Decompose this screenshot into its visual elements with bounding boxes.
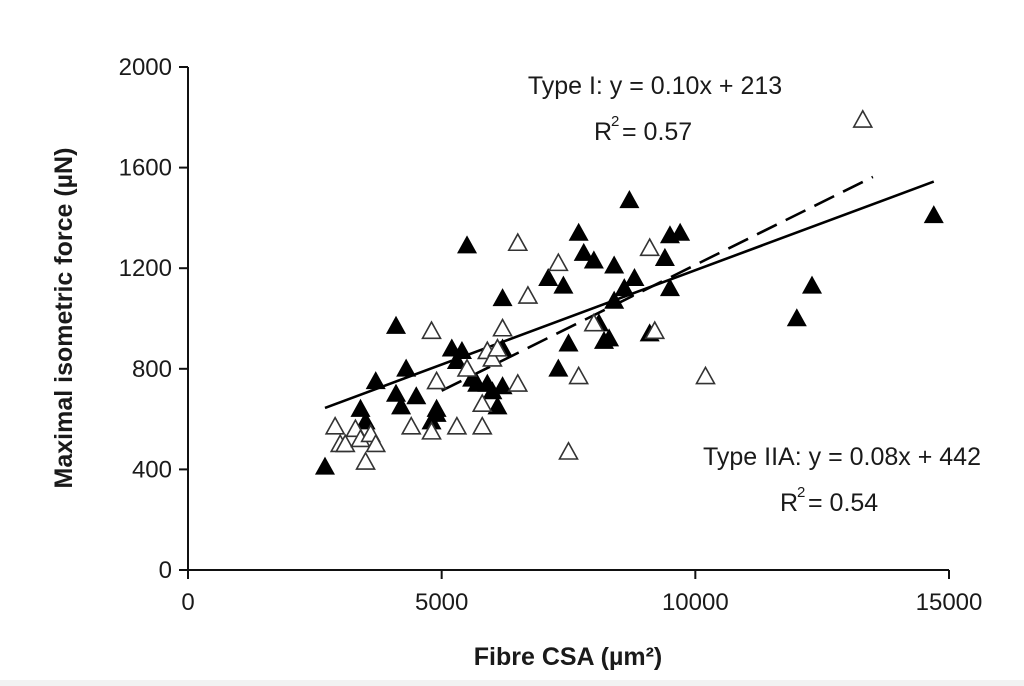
type-i-point [599, 328, 620, 347]
type-i-point [385, 315, 407, 334]
x-tick-label: 5000 [415, 589, 468, 616]
type-i-point [802, 275, 823, 294]
type-i-point [604, 290, 625, 309]
x-ticks: 0 5000 10000 15000 [181, 570, 982, 616]
type-i-r2-exponent: 2 [611, 113, 619, 130]
type-iia-point [507, 373, 529, 392]
type-i-point [604, 255, 625, 274]
type-iia-point [471, 393, 493, 413]
type-i-point [558, 333, 579, 352]
type-iia-point [421, 421, 442, 440]
type-i-point [426, 403, 447, 422]
type-iia-equation: Type IIA: y = 0.08x + 442 [703, 443, 981, 471]
type-iia-point [334, 433, 356, 453]
y-tick-label: 800 [132, 356, 172, 383]
type-i-point [487, 396, 508, 415]
type-iia-point [517, 285, 539, 304]
type-iia-point [558, 441, 579, 460]
type-iia-point [400, 415, 422, 435]
type-iia-point [471, 415, 493, 435]
y-tick-label: 400 [132, 456, 172, 483]
type-i-point [624, 268, 645, 287]
y-ticks: 0 400 800 1200 1600 2000 [119, 54, 188, 584]
type-i-equation: Type I: y = 0.10x + 213 [528, 72, 782, 100]
type-i-point [670, 222, 691, 241]
type-iia-point [583, 312, 605, 332]
type-i-point [614, 278, 635, 297]
type-i-point [446, 351, 467, 370]
x-tick-label: 10000 [662, 589, 729, 616]
type-i-point [538, 268, 559, 287]
type-i-point [365, 371, 386, 390]
type-iia-point [547, 252, 569, 272]
type-i-point [396, 358, 417, 377]
type-iia-point [644, 320, 666, 340]
type-i-point [553, 275, 574, 294]
y-tick-label: 0 [159, 557, 172, 584]
type-i-point [654, 247, 675, 266]
type-iia-point [365, 433, 387, 453]
type-iia-point [487, 338, 508, 357]
type-i-r2-value: = 0.57 [622, 118, 692, 146]
type-iia-r2-exponent: 2 [797, 484, 805, 501]
type-i-point [350, 398, 371, 417]
type-iia-point [421, 320, 442, 340]
type-iia-r2-value: = 0.54 [808, 489, 878, 517]
type-i-point [492, 288, 513, 307]
type-iia-point [492, 317, 513, 337]
y-tick-label: 1600 [119, 155, 172, 182]
type-i-point [451, 340, 472, 359]
type-iia-point [482, 348, 503, 367]
type-i-point [619, 190, 640, 209]
type-i-point [583, 250, 604, 269]
type-i-point [659, 278, 680, 297]
type-i-point [457, 235, 478, 254]
type-iia-point [639, 237, 661, 257]
type-iia-point [507, 232, 529, 252]
type-i-point [406, 386, 427, 405]
y-tick-label: 2000 [119, 54, 172, 81]
x-tick-label: 15000 [916, 589, 983, 616]
type-i-point [786, 308, 807, 327]
type-i-point [385, 383, 407, 402]
y-axis-title: Maximal isometric force (µN) [50, 148, 78, 489]
type-i-point [314, 456, 335, 475]
type-iia-point [324, 415, 346, 435]
type-iia-point [446, 415, 468, 435]
bottom-edge-strip [0, 680, 1024, 686]
type-i-point [492, 376, 513, 395]
type-i-point [548, 358, 569, 377]
type-i-point [923, 205, 944, 224]
y-tick-label: 1200 [119, 255, 172, 282]
type-i-point [391, 396, 412, 415]
type-i-r2-symbol: R [594, 118, 612, 146]
type-iia-point [695, 365, 716, 385]
type-iia-point [426, 370, 447, 390]
type-iia-r2-symbol: R [780, 489, 798, 517]
type-iia-annotation: Type IIA: y = 0.08x + 442 R 2 = 0.54 [703, 443, 981, 517]
type-i-point [573, 242, 594, 261]
axes [187, 67, 949, 571]
data-points [314, 109, 944, 475]
x-tick-label: 0 [181, 589, 194, 616]
type-iia-point [568, 365, 590, 385]
type-i-point [568, 222, 589, 241]
type-iia-point [355, 451, 376, 470]
type-iia-point [456, 358, 478, 377]
type-i-annotation: Type I: y = 0.10x + 213 R 2 = 0.57 [528, 72, 782, 146]
x-axis-title: Fibre CSA (µm²) [474, 643, 662, 671]
type-iia-point [852, 109, 874, 128]
